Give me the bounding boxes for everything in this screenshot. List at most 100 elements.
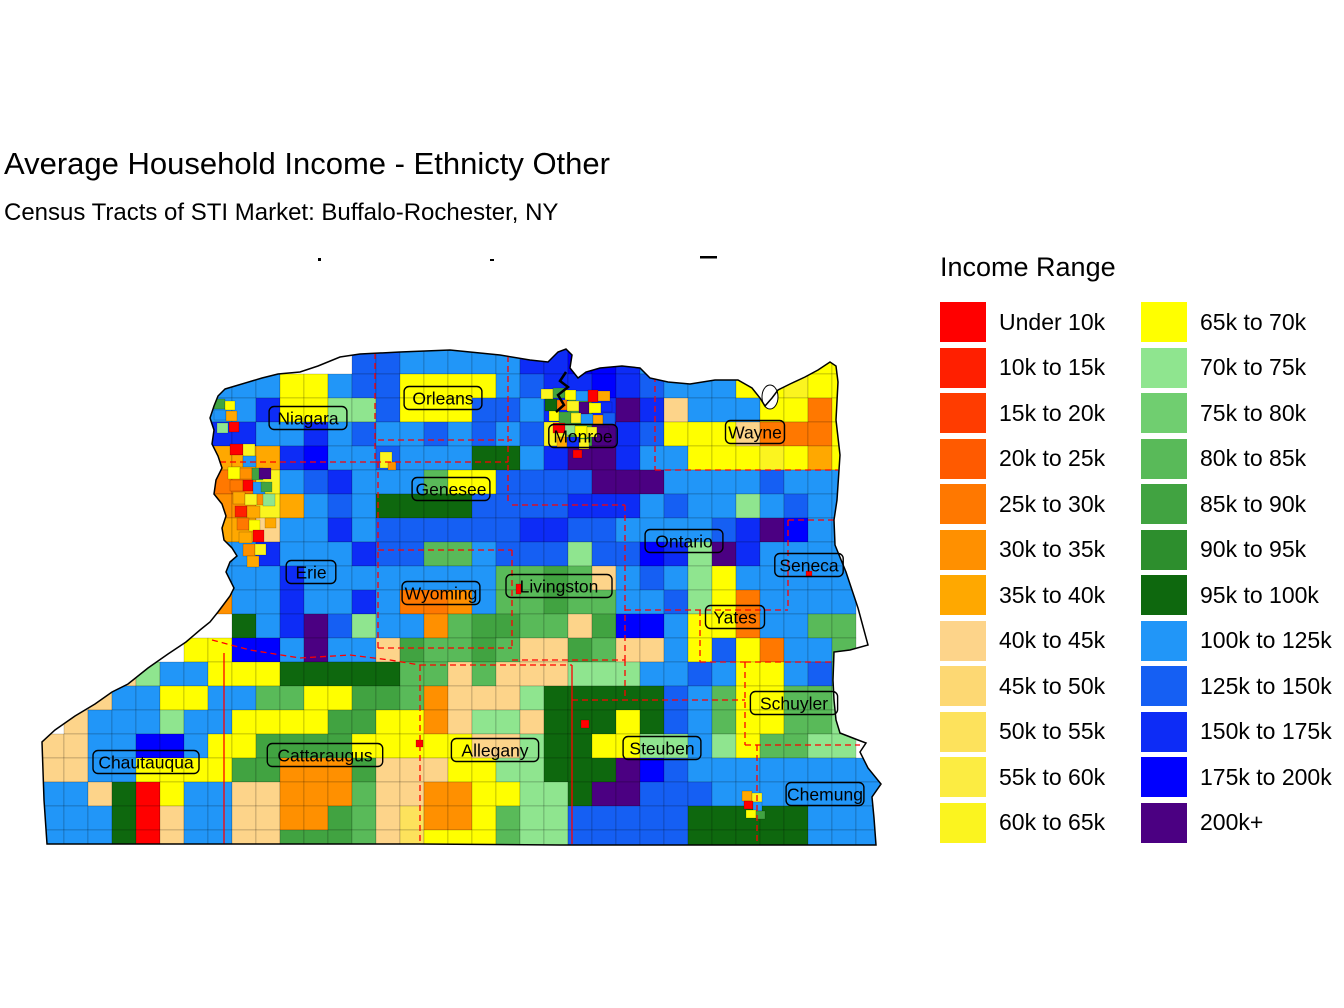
legend-swatch <box>1141 302 1187 342</box>
page-title: Average Household Income - Ethnicty Othe… <box>4 146 610 181</box>
legend-label: 85k to 90k <box>1200 490 1307 517</box>
legend-item: 80k to 85k <box>1141 438 1307 479</box>
legend-item: 90k to 95k <box>1141 529 1306 570</box>
legend-label: 175k to 200k <box>1200 763 1332 790</box>
legend-label: Under 10k <box>999 308 1106 335</box>
county-label: Genesee <box>415 480 486 500</box>
county-label: Seneca <box>779 556 839 576</box>
legend-swatch <box>940 757 986 797</box>
legend-item: 55k to 60k <box>940 757 1105 797</box>
legend-swatch <box>940 666 986 706</box>
county-labels: Niagara Orleans Monroe Wayne Genesee Ontario S… <box>92 385 865 807</box>
county-label-box <box>704 604 766 630</box>
legend-swatch <box>1141 757 1187 797</box>
shore-mark <box>318 258 321 261</box>
legend-title: Income Range <box>940 252 1116 282</box>
legend-item: 175k to 200k <box>1141 757 1332 797</box>
legend-label: 100k to 125k <box>1200 627 1332 653</box>
legend-swatch <box>940 438 986 479</box>
county-label-box <box>266 742 384 768</box>
county-label-box <box>774 552 844 578</box>
county-label: Livingston <box>520 577 599 597</box>
county-label: Chemung <box>787 785 863 805</box>
legend-item: 25k to 30k <box>940 484 1105 524</box>
region-outline <box>41 348 882 846</box>
county-label-box <box>450 737 540 763</box>
legend-item: 40k to 45k <box>940 620 1106 661</box>
legend-swatch <box>940 347 986 388</box>
county-label: Ontario <box>655 532 712 552</box>
legend-item: 50k to 55k <box>940 711 1106 752</box>
legend-label: 20k to 25k <box>999 445 1106 471</box>
legend-swatch <box>1141 438 1187 479</box>
county-label-box <box>411 476 491 502</box>
legend-item: 75k to 80k <box>1141 393 1306 433</box>
county-label: Monroe <box>553 427 612 447</box>
page-subtitle: Census Tracts of STI Market: Buffalo-Roc… <box>4 199 559 226</box>
legend-item: 70k to 75k <box>1141 347 1306 388</box>
legend-swatch <box>1141 347 1187 388</box>
legend-swatch <box>1141 711 1187 752</box>
legend-item: 150k to 175k <box>1141 711 1332 752</box>
legend-item: 95k to 100k <box>1141 575 1319 615</box>
legend-label: 150k to 175k <box>1200 718 1332 744</box>
legend-item: 100k to 125k <box>1141 620 1332 661</box>
legend-item: 20k to 25k <box>940 438 1106 479</box>
legend-item: 45k to 50k <box>940 666 1105 706</box>
county-label: Schuyler <box>760 694 828 714</box>
county-label: Cattaraugus <box>277 746 373 766</box>
legend-item: 65k to 70k <box>1141 302 1306 342</box>
legend-label: 80k to 85k <box>1200 445 1307 471</box>
legend-swatch <box>940 575 986 615</box>
legend-item: 125k to 150k <box>1141 666 1332 706</box>
legend-item: 10k to 15k <box>940 347 1105 388</box>
legend-swatch <box>1141 802 1187 843</box>
legend-swatch <box>940 711 986 752</box>
legend-item: 60k to 65k <box>940 802 1106 843</box>
county-label: Erie <box>295 563 326 583</box>
legend-swatch <box>1141 620 1187 661</box>
county-label: Niagara <box>277 409 339 429</box>
county-label: Chautauqua <box>98 753 194 773</box>
legend-item: 30k to 35k <box>940 529 1105 570</box>
legend-swatch <box>1141 484 1187 524</box>
legend-label: 15k to 20k <box>999 399 1106 426</box>
county-borders <box>210 353 860 844</box>
legend: Income Range Under 10k 10k to 15k 15k to 2… <box>938 252 1344 852</box>
legend-label: 45k to 50k <box>999 672 1106 699</box>
legend-item: 15k to 20k <box>940 393 1105 433</box>
legend-item: 35k to 40k <box>940 575 1105 615</box>
legend-label: 125k to 150k <box>1200 672 1332 699</box>
legend-label: 60k to 65k <box>999 809 1106 835</box>
county-label-box <box>285 559 337 585</box>
shore-mark <box>490 259 494 261</box>
county-label: Wyoming <box>405 584 478 604</box>
county-label-box <box>505 573 613 599</box>
legend-label: 35k to 40k <box>999 581 1106 608</box>
legend-label: 55k to 60k <box>999 763 1106 790</box>
legend-swatch <box>940 529 986 570</box>
legend-swatch <box>940 620 986 661</box>
tract-mosaic <box>42 349 881 845</box>
legend-swatch <box>1141 393 1187 433</box>
legend-label: 40k to 45k <box>999 627 1106 653</box>
legend-item: 200k+ <box>1141 802 1263 843</box>
county-label-box <box>401 580 481 606</box>
legend-swatch <box>940 302 986 342</box>
legend-label: 95k to 100k <box>1200 581 1319 608</box>
county-label-box <box>724 419 786 445</box>
county-label: Wayne <box>728 423 782 443</box>
legend-label: 25k to 30k <box>999 490 1106 517</box>
legend-swatch <box>1141 666 1187 706</box>
legend-swatch <box>940 484 986 524</box>
county-label: Steuben <box>629 739 694 759</box>
county-label: Orleans <box>412 389 474 409</box>
shore-mark <box>700 256 717 259</box>
county-label-box <box>403 385 483 411</box>
county-label-box <box>749 690 839 716</box>
legend-item: 85k to 90k <box>1141 484 1306 524</box>
choropleth-map: Niagara Orleans Monroe Wayne Genesee Ontario S… <box>41 256 882 846</box>
county-label-box <box>644 528 724 554</box>
legend-label: 50k to 55k <box>999 718 1106 744</box>
legend-swatch <box>940 393 986 433</box>
